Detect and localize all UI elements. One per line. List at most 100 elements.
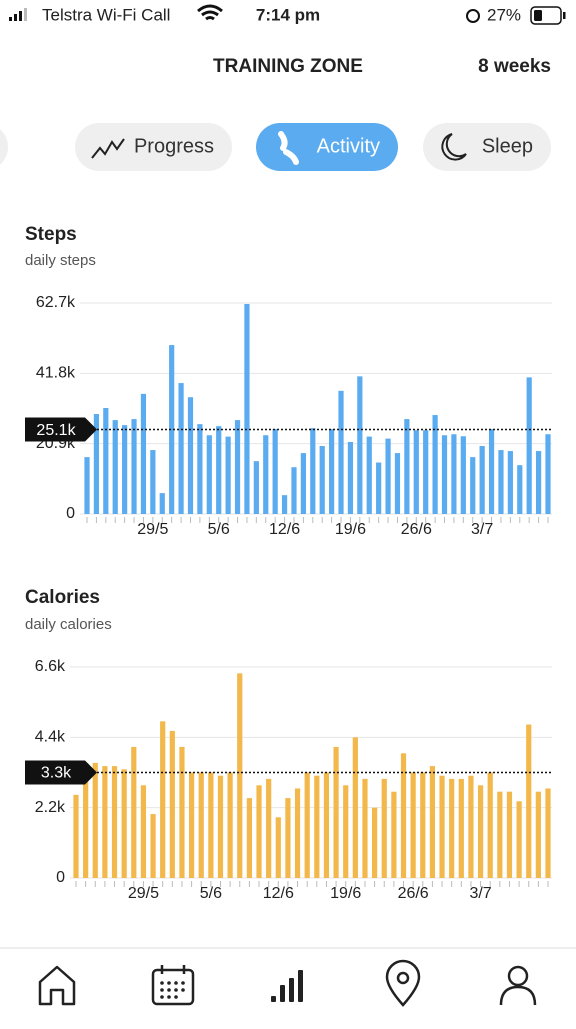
lock-icon	[466, 9, 480, 23]
bar	[216, 426, 222, 514]
bar	[253, 461, 259, 514]
bar	[150, 450, 156, 514]
bar	[131, 419, 137, 514]
x-tick-label: 3/7	[471, 521, 493, 538]
tab[interactable]: Activity	[256, 123, 398, 171]
bar	[83, 762, 89, 878]
x-tick-label: 26/6	[401, 521, 432, 538]
y-tick-label: 41.8k	[36, 365, 76, 382]
tab[interactable]: Progress	[75, 123, 232, 171]
bar	[357, 376, 363, 514]
bar	[314, 775, 320, 878]
bar	[323, 772, 330, 878]
bar	[188, 772, 195, 878]
bar	[300, 453, 306, 514]
bar	[420, 772, 426, 878]
reference-label: 3.3k	[41, 765, 72, 782]
bar	[73, 794, 79, 878]
chart-subtitle: daily steps	[25, 252, 96, 269]
bar	[256, 785, 262, 878]
bar	[234, 420, 241, 514]
bar	[206, 435, 212, 514]
bar	[272, 429, 278, 514]
calendar-icon[interactable]	[151, 965, 195, 1006]
bar	[526, 377, 532, 514]
bar	[122, 425, 128, 514]
bar	[121, 769, 127, 878]
bar	[404, 419, 410, 514]
bar	[329, 429, 335, 514]
bar	[275, 817, 281, 878]
bar	[410, 772, 416, 878]
bar	[517, 465, 523, 514]
bar	[423, 430, 429, 514]
bar	[362, 778, 368, 878]
location-icon[interactable]	[385, 959, 421, 1007]
tab-label: Sleep	[482, 135, 533, 157]
time: 7:14 pm	[256, 5, 320, 24]
bar	[333, 746, 339, 878]
tab-pill	[0, 129, 8, 165]
stats-icon[interactable]	[271, 970, 303, 1002]
bar	[451, 434, 457, 514]
bar	[291, 467, 297, 514]
bar	[198, 772, 204, 878]
bar	[140, 785, 147, 878]
carrier: Telstra Wi-Fi Call	[42, 5, 170, 24]
bar	[160, 721, 166, 878]
x-tick-label: 19/6	[330, 885, 361, 902]
x-tick-label: 3/7	[469, 885, 491, 902]
bar	[441, 435, 448, 514]
bar	[93, 414, 100, 514]
x-tick-label: 12/6	[269, 521, 300, 538]
bar	[197, 424, 203, 514]
bar	[111, 766, 118, 878]
y-tick-label: 6.6k	[35, 658, 66, 675]
x-tick-label: 5/6	[200, 885, 222, 902]
bar	[516, 801, 522, 878]
chart: 0 2.2k 4.4k 6.6k 29/5 5/6 12/6 19/6 26/6 3/7 3.3k	[25, 658, 552, 902]
bar	[487, 772, 493, 878]
chart-title: Calories	[25, 587, 100, 608]
bar	[488, 429, 495, 514]
profile-icon[interactable]	[499, 965, 537, 1006]
bar	[310, 428, 316, 514]
bar	[352, 737, 358, 878]
y-tick-label: 2.2k	[35, 799, 66, 816]
bar	[227, 772, 233, 878]
period[interactable]: 8 weeks	[478, 56, 551, 77]
battery-icon	[530, 6, 566, 25]
bar	[526, 724, 532, 878]
bar	[169, 730, 175, 878]
sleep-icon	[441, 133, 467, 161]
battery-level: 27%	[487, 5, 521, 24]
y-tick-label: 62.7k	[36, 294, 76, 311]
x-tick-label: 29/5	[137, 521, 168, 538]
bar	[429, 766, 436, 878]
bar	[343, 785, 349, 878]
bar	[294, 788, 301, 878]
bar	[545, 434, 551, 514]
bar	[506, 791, 513, 878]
activity-icon	[278, 131, 299, 165]
bar	[281, 495, 288, 514]
bar	[381, 778, 387, 878]
reference-tag	[25, 760, 97, 785]
reference-label: 25.1k	[36, 422, 76, 439]
bar	[237, 673, 243, 878]
bar	[208, 772, 214, 878]
bar	[498, 450, 504, 514]
bar	[179, 746, 185, 878]
bar	[178, 383, 184, 514]
bar	[545, 788, 551, 878]
bar	[102, 766, 108, 878]
y-tick-label: 0	[56, 869, 65, 886]
home-icon[interactable]	[38, 965, 76, 1006]
bar	[159, 493, 165, 514]
bar	[400, 753, 407, 878]
bar	[285, 798, 291, 878]
bar	[92, 762, 98, 878]
tab[interactable]: ning	[0, 123, 8, 171]
